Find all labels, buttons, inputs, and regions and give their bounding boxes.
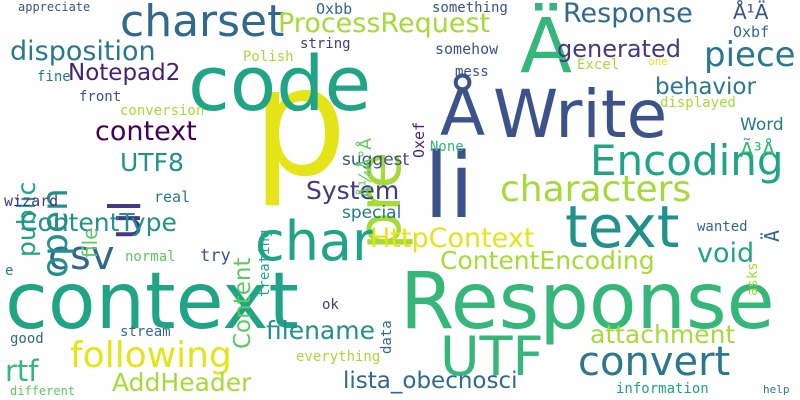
word-li: li (424, 134, 475, 239)
word-mess: mess (455, 64, 489, 80)
word-string: string (300, 36, 351, 52)
word-treating: treating (257, 229, 273, 297)
word-asks: asks (745, 262, 761, 296)
word-convert: convert (578, 339, 731, 385)
word-response-big: Response (400, 257, 775, 347)
word-oxef: Oxef (410, 121, 428, 158)
word-file: file (78, 227, 102, 258)
word-word: Word (740, 115, 784, 135)
word-response-medium: Response (563, 0, 693, 29)
word-help: help (763, 383, 790, 396)
word-attachment: attachment (590, 320, 736, 349)
word-something: something (432, 0, 508, 16)
word-wanted: wanted (697, 219, 748, 235)
word-p: p (252, 36, 348, 210)
word-addheader: AddHeader (112, 368, 252, 397)
word-contentencoding: ContentEncoding (440, 246, 655, 275)
word-special: special (342, 203, 402, 223)
word-csv: csv (48, 233, 115, 279)
word-oxbf: Oxbf (733, 23, 770, 41)
word-text: text (565, 193, 680, 261)
word-fine: fine (37, 69, 71, 85)
word-contenttype: ContentType (20, 208, 177, 237)
word-disposition: disposition (10, 36, 156, 67)
word-code: code (188, 39, 372, 128)
word-wizard: wizard (4, 192, 59, 210)
word-filename: filename (266, 316, 375, 345)
word-displayed: displayed (660, 95, 736, 111)
word-suggest: suggest (342, 150, 410, 170)
word-context-big: context (5, 257, 299, 347)
word-void: void (697, 238, 755, 269)
word-o-acute-a: Ã³Å (740, 138, 776, 162)
word-write: Write (493, 76, 668, 153)
word-a-umlaut-small: Ä (760, 229, 784, 242)
word-char: char (255, 210, 375, 273)
word-httpcontext: HttpContext (370, 223, 535, 254)
word-a-umlaut: Ä (520, 1, 572, 90)
word-charset: charset (120, 0, 285, 47)
word-somehow: somehow (435, 40, 499, 58)
word-rtf: rtf (5, 354, 39, 388)
word-oxbb: Oxbb (316, 0, 353, 18)
word-characters: characters (500, 169, 692, 210)
word-front: front (79, 89, 122, 105)
word-a-ring: Å (440, 74, 486, 151)
word-utf: UTF (440, 325, 544, 388)
word-piece: piece (704, 35, 796, 75)
word-utf8: UTF8 (120, 148, 184, 177)
word-polish: Polish (243, 49, 294, 65)
word-following: following (70, 335, 232, 376)
word-generated: generated (557, 35, 681, 63)
word-good: good (10, 331, 44, 347)
word-processrequest: ProcessRequest (278, 8, 491, 39)
word-conversion: conversion (120, 103, 205, 119)
word-excel: Excel (577, 57, 620, 73)
word-information: information (616, 381, 709, 397)
word-appreciate: appreciate (18, 0, 91, 14)
word-a-ring-umlaut: Å¹Ä (733, 0, 769, 24)
word-one: one (648, 55, 668, 68)
word-lista-obecnosci: lista_obecnosci (343, 368, 518, 394)
word-encoding: Encoding (590, 136, 784, 185)
word-z-dot-sequence: Å¼Å°Å (356, 138, 376, 198)
word-real: real (154, 188, 191, 206)
word-try: try (200, 246, 231, 266)
word-system: System (306, 176, 400, 205)
word-normal: normal (125, 249, 176, 265)
word-notepad2: Notepad2 (68, 60, 181, 86)
word-data: data (379, 320, 395, 354)
word-context-medium: context (95, 116, 197, 147)
word-none: None (430, 139, 464, 155)
word-behavior: behavior (655, 74, 756, 100)
word-ok: ok (322, 297, 339, 313)
word-different: different (10, 384, 76, 398)
word-stream: stream (120, 324, 171, 340)
word-everything: everything (296, 349, 381, 365)
word-e: e (5, 263, 14, 279)
word-content: Content (230, 257, 256, 349)
